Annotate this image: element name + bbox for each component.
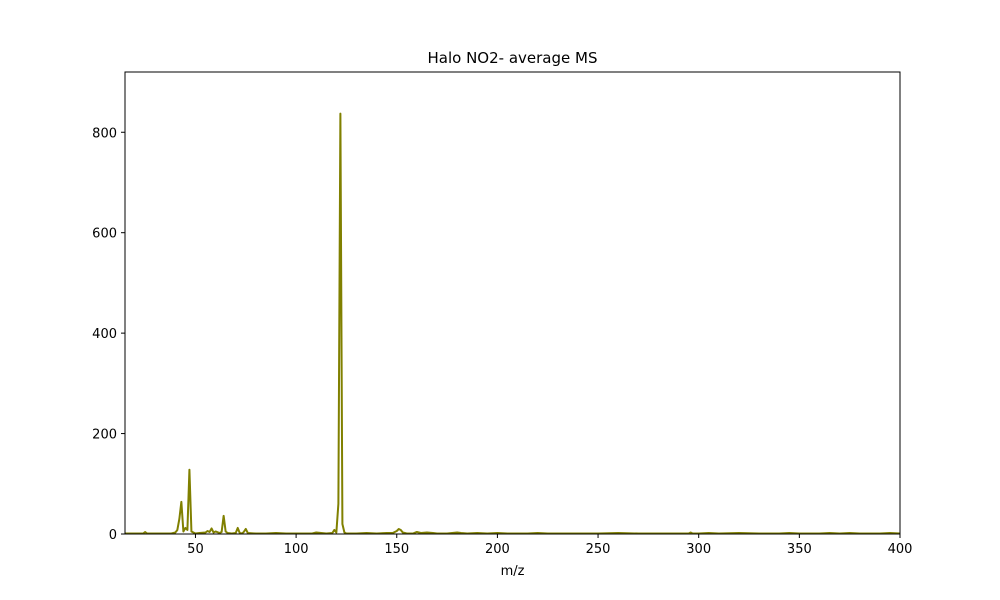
x-tick-label: 150: [384, 542, 409, 557]
plot-frame: [124, 71, 901, 535]
y-tick-label: 200: [92, 428, 117, 443]
x-tick-label: 50: [187, 542, 204, 557]
x-tick-label: 350: [787, 542, 812, 557]
x-tick-label: 100: [284, 542, 309, 557]
chart-title: Halo NO2- average MS: [428, 49, 598, 67]
x-tick-label: 250: [586, 542, 611, 557]
y-tick-label: 600: [92, 227, 117, 242]
plot-area: [124, 71, 901, 535]
x-axis-label: m/z: [501, 564, 525, 579]
x-axis: 50 100 150 200 250 300 350 400: [187, 534, 912, 557]
x-tick-label: 300: [686, 542, 711, 557]
plot-background: [125, 72, 900, 534]
y-axis: 0 200 400 600 800: [92, 126, 125, 543]
x-tick-label: 400: [888, 542, 913, 557]
x-tick-label: 200: [485, 542, 510, 557]
y-tick-label: 0: [109, 528, 117, 543]
y-tick-label: 400: [92, 327, 117, 342]
y-tick-label: 800: [92, 126, 117, 141]
